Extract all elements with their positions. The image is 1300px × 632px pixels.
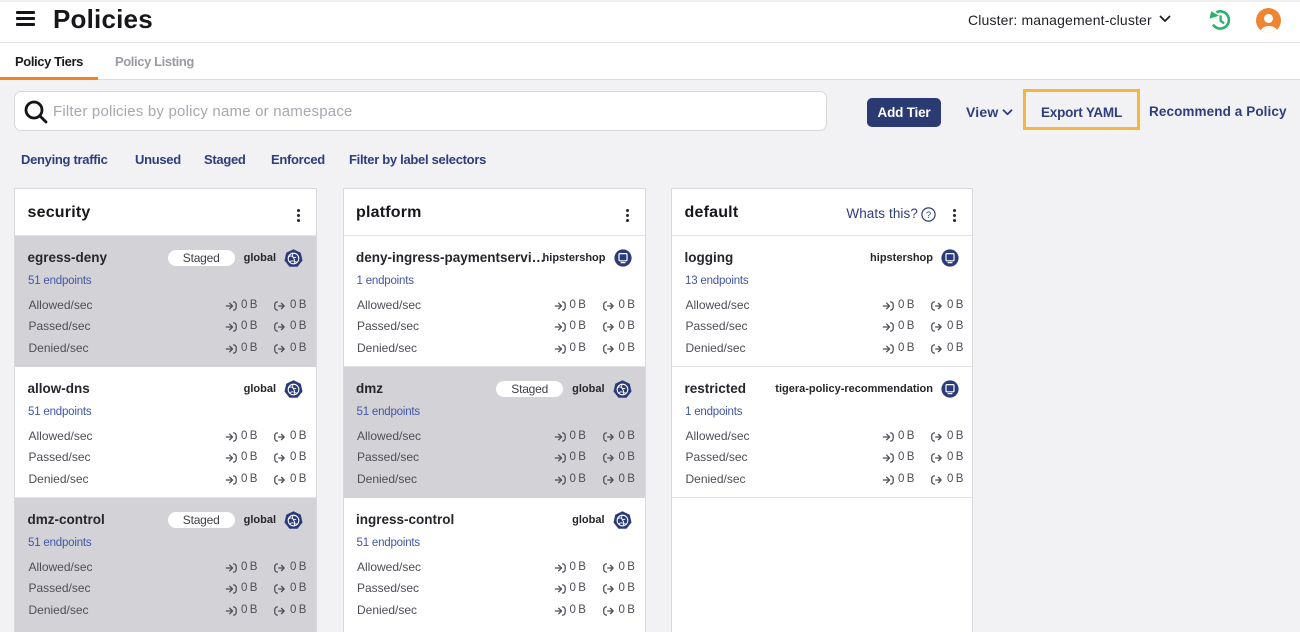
svg-text:?: ? xyxy=(926,209,931,220)
